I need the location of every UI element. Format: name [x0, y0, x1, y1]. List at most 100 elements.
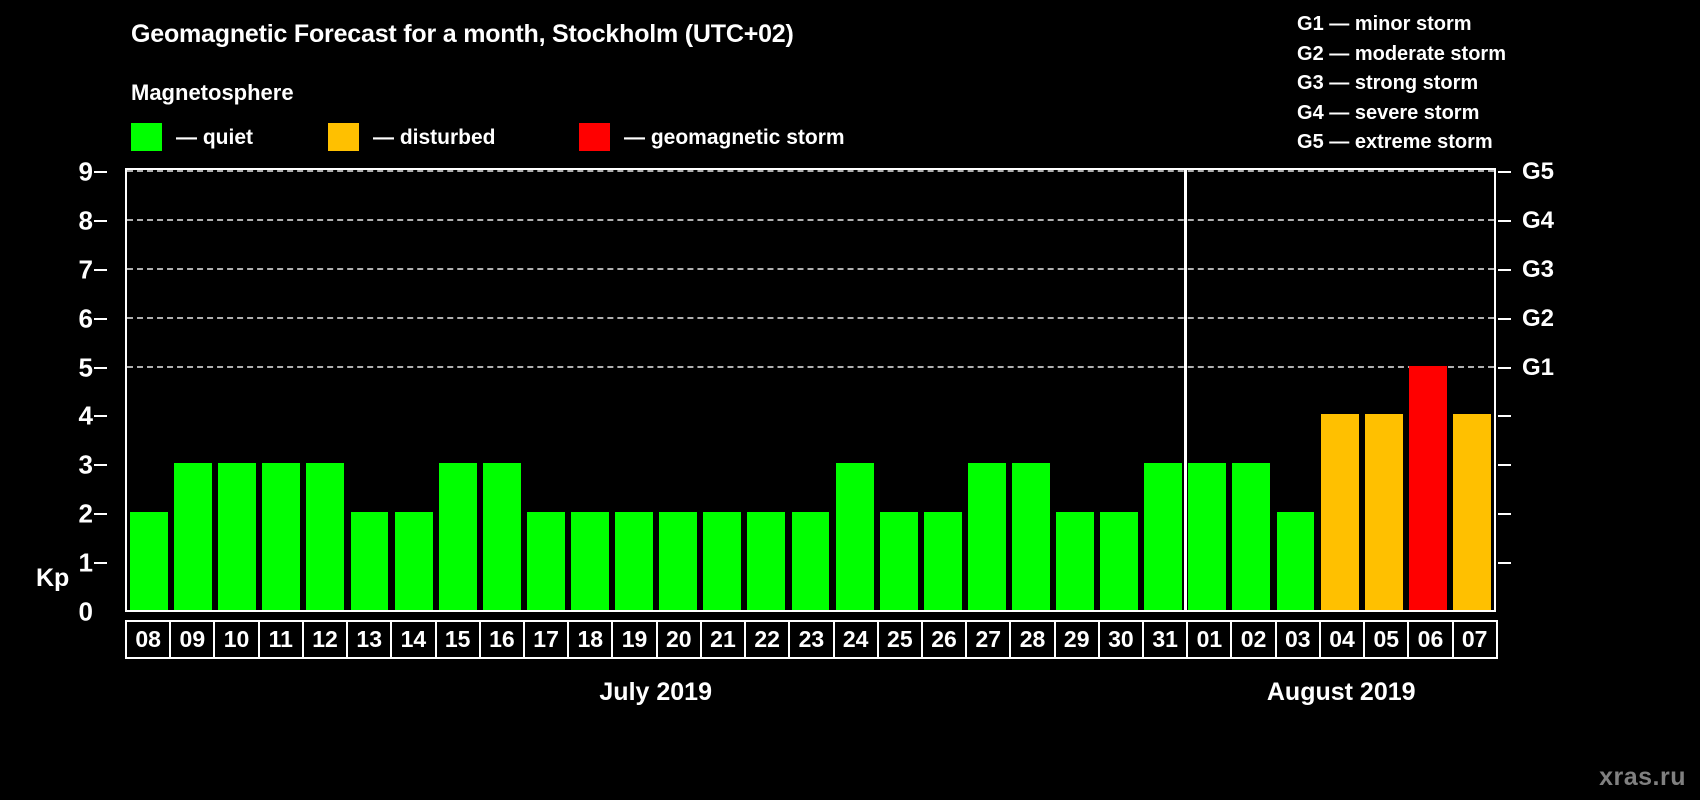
date-cell[interactable]: 13 — [346, 620, 393, 659]
bar-cell[interactable] — [788, 170, 832, 610]
date-cell[interactable]: 10 — [213, 620, 260, 659]
bar[interactable] — [174, 463, 213, 610]
date-cell[interactable]: 11 — [257, 620, 304, 659]
bar[interactable] — [1408, 365, 1447, 610]
bar-cell[interactable] — [833, 170, 877, 610]
date-cell[interactable]: 03 — [1274, 620, 1321, 659]
bar-cell[interactable] — [480, 170, 524, 610]
kp-tick-mark — [94, 171, 107, 173]
bar[interactable] — [747, 512, 786, 610]
bar[interactable] — [438, 463, 477, 610]
date-cell[interactable]: 16 — [478, 620, 525, 659]
date-cell[interactable]: 17 — [522, 620, 570, 659]
date-cell[interactable]: 02 — [1230, 620, 1277, 659]
bar-cell[interactable] — [215, 170, 259, 610]
date-cell[interactable]: 24 — [832, 620, 879, 659]
bar-cell[interactable] — [1450, 170, 1494, 610]
bar-cell[interactable] — [1097, 170, 1141, 610]
bar-cell[interactable] — [392, 170, 436, 610]
bar-cell[interactable] — [568, 170, 612, 610]
date-cell[interactable]: 30 — [1097, 620, 1145, 659]
bar[interactable] — [659, 512, 698, 610]
bar-cell[interactable] — [1141, 170, 1185, 610]
bar-cell[interactable] — [965, 170, 1009, 610]
bar[interactable] — [1276, 512, 1315, 610]
bar-cell[interactable] — [877, 170, 921, 610]
bar-cell[interactable] — [1009, 170, 1053, 610]
date-cell[interactable]: 07 — [1451, 620, 1498, 659]
date-cell[interactable]: 12 — [301, 620, 349, 659]
bar[interactable] — [615, 512, 654, 610]
date-cell[interactable]: 26 — [920, 620, 968, 659]
bar[interactable] — [923, 512, 962, 610]
legend-item: — quiet — [131, 123, 253, 151]
bar[interactable] — [350, 512, 389, 610]
bar-cell[interactable] — [524, 170, 568, 610]
bar[interactable] — [879, 512, 918, 610]
bar[interactable] — [791, 512, 830, 610]
g-axis-minor-tick — [1498, 513, 1511, 516]
date-cell[interactable]: 08 — [125, 620, 172, 659]
bar[interactable] — [526, 512, 565, 610]
date-cell[interactable]: 05 — [1363, 620, 1410, 659]
bar[interactable] — [1144, 463, 1183, 610]
bar[interactable] — [394, 512, 433, 610]
bar[interactable] — [835, 463, 874, 610]
date-cell[interactable]: 23 — [788, 620, 835, 659]
date-cell[interactable]: 20 — [655, 620, 702, 659]
date-cell[interactable]: 14 — [390, 620, 437, 659]
date-cell[interactable]: 27 — [965, 620, 1012, 659]
bar-cell[interactable] — [259, 170, 303, 610]
bar[interactable] — [1364, 414, 1403, 610]
bar-cell[interactable] — [1053, 170, 1097, 610]
bar[interactable] — [130, 512, 168, 610]
bar[interactable] — [218, 463, 257, 610]
date-cell[interactable]: 06 — [1407, 620, 1454, 659]
bar[interactable] — [482, 463, 521, 610]
date-cell[interactable]: 01 — [1186, 620, 1233, 659]
bar-cell[interactable] — [436, 170, 480, 610]
date-cell[interactable]: 04 — [1318, 620, 1366, 659]
bar-cell[interactable] — [700, 170, 744, 610]
bar-cell[interactable] — [1318, 170, 1362, 610]
bar[interactable] — [967, 463, 1006, 610]
bar[interactable] — [1452, 414, 1491, 610]
bar[interactable] — [703, 512, 742, 610]
bar[interactable] — [1011, 463, 1050, 610]
bar-cell[interactable] — [921, 170, 965, 610]
bar-cell[interactable] — [1362, 170, 1406, 610]
bar[interactable] — [1056, 512, 1094, 610]
date-cell[interactable]: 22 — [744, 620, 791, 659]
date-cell[interactable]: 21 — [699, 620, 747, 659]
bar-cell[interactable] — [612, 170, 656, 610]
bar-cell[interactable] — [656, 170, 700, 610]
bar[interactable] — [1100, 512, 1139, 610]
date-axis: 08 09 10 11 12 13 14 15 16 17 18 19 20 21 22 23 24 25 26 27… — [125, 620, 1498, 659]
date-cell[interactable]: 15 — [434, 620, 481, 659]
g-scale-legend-row: G2 — moderate storm — [1297, 42, 1506, 65]
bar-cell[interactable] — [303, 170, 347, 610]
bar-cell[interactable] — [171, 170, 215, 610]
g-tick-mark — [1498, 317, 1511, 320]
bar-cell[interactable] — [1185, 170, 1229, 610]
date-cell[interactable]: 29 — [1053, 620, 1100, 659]
date-cell[interactable]: 18 — [567, 620, 614, 659]
date-cell[interactable]: 31 — [1142, 620, 1189, 659]
bar-cell[interactable] — [744, 170, 788, 610]
bar-cell[interactable] — [127, 170, 171, 610]
bar[interactable] — [1232, 463, 1271, 610]
bar-cell[interactable] — [347, 170, 391, 610]
bar-cell[interactable] — [1273, 170, 1317, 610]
date-cell[interactable]: 25 — [876, 620, 923, 659]
bar[interactable] — [306, 463, 345, 610]
date-cell[interactable]: 09 — [169, 620, 216, 659]
bar[interactable] — [1188, 463, 1227, 610]
bar[interactable] — [262, 463, 301, 610]
bar-cell[interactable] — [1229, 170, 1273, 610]
date-cell[interactable]: 19 — [611, 620, 658, 659]
date-cell[interactable]: 28 — [1009, 620, 1056, 659]
bar[interactable] — [1320, 414, 1359, 610]
bar-cell[interactable] — [1406, 170, 1450, 610]
bar[interactable] — [571, 512, 609, 610]
